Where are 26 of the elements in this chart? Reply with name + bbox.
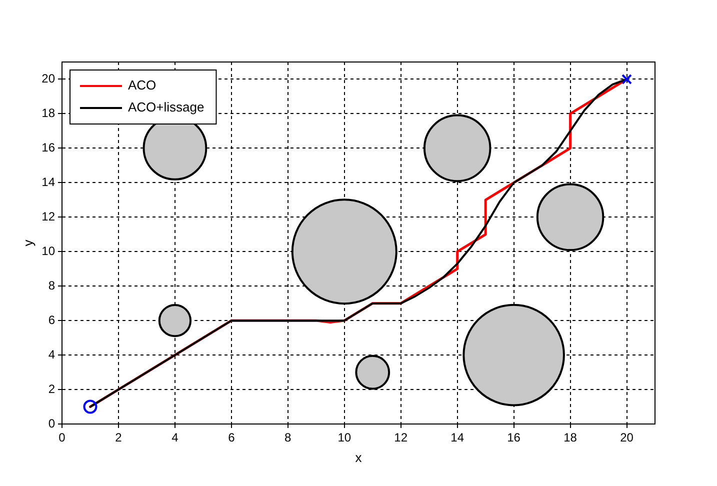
- x-tick-label: 14: [450, 430, 464, 445]
- y-tick-label: 16: [42, 140, 56, 155]
- y-tick-label: 20: [42, 72, 56, 86]
- y-tick-label: 14: [42, 174, 56, 189]
- x-axis-title: x: [355, 450, 362, 465]
- y-axis-title: y: [20, 239, 36, 246]
- y-tick-label: 12: [42, 209, 56, 224]
- y-tick-label: 2: [48, 382, 56, 396]
- y-tick-label: 8: [48, 278, 56, 292]
- y-tick-label: 18: [42, 106, 56, 120]
- y-tick-label: 4: [48, 347, 56, 362]
- x-tick-label: 18: [564, 430, 578, 445]
- x-tick-label: 12: [394, 430, 408, 445]
- x-tick-label: 6: [228, 430, 236, 445]
- legend-label: ACO+lissage: [128, 100, 204, 115]
- x-tick-label: 2: [115, 430, 122, 445]
- y-tick-label: 6: [48, 312, 56, 327]
- x-tick-label: 0: [58, 430, 66, 445]
- x-tick-label: 20: [620, 430, 634, 445]
- x-tick-label: 10: [338, 430, 352, 445]
- x-tick-label: 16: [507, 430, 521, 445]
- y-tick-label: 10: [42, 244, 56, 258]
- legend-label: ACO: [128, 78, 156, 93]
- x-tick-label: 4: [172, 430, 179, 445]
- x-tick-label: 8: [284, 430, 292, 445]
- y-tick-label: 0: [48, 416, 56, 430]
